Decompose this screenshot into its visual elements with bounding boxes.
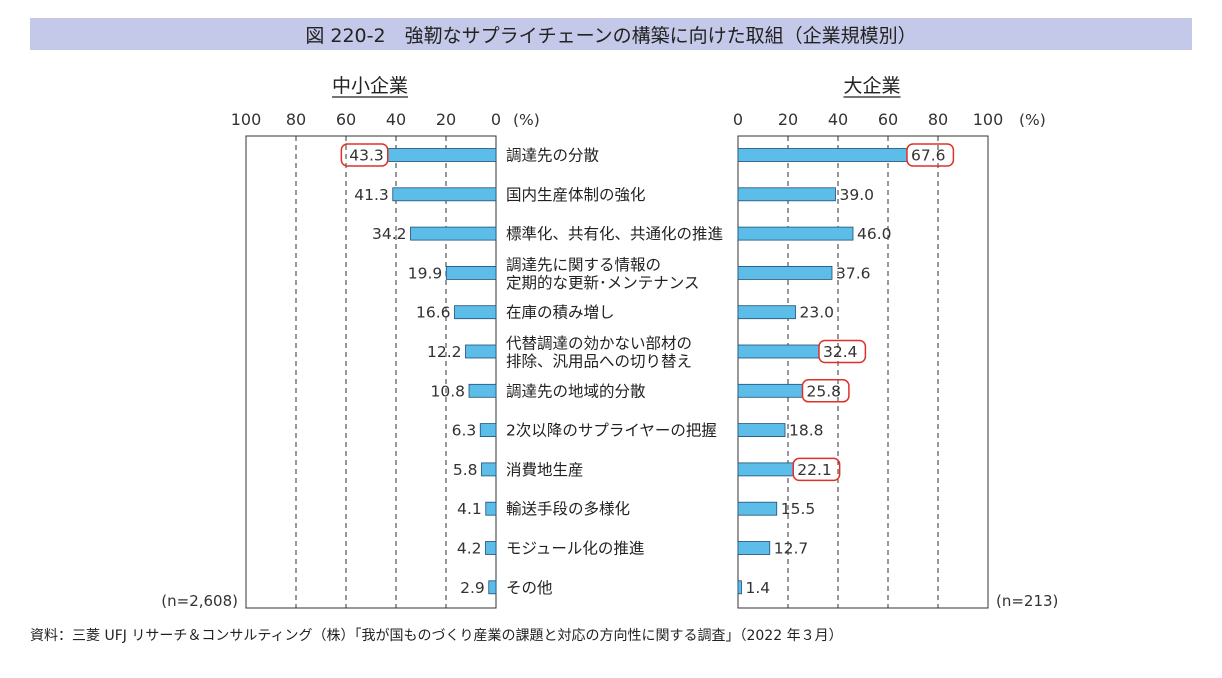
category-label: その他 bbox=[506, 579, 553, 597]
tick-label: 60 bbox=[336, 110, 356, 129]
category-label: 国内生産体制の強化 bbox=[506, 186, 646, 204]
tick-label: 60 bbox=[878, 110, 898, 129]
tick-label: 40 bbox=[386, 110, 406, 129]
bar bbox=[488, 580, 497, 595]
panel-title: 大企業 bbox=[843, 75, 900, 97]
bar bbox=[392, 187, 497, 202]
tick-label: 80 bbox=[286, 110, 306, 129]
value-label: 41.3 bbox=[354, 186, 389, 204]
bar bbox=[465, 344, 497, 359]
category-label: 調達先の地域的分散 bbox=[506, 382, 646, 400]
value-label: 32.4 bbox=[823, 343, 858, 361]
value-label: 67.6 bbox=[911, 147, 946, 165]
bar bbox=[737, 383, 803, 398]
value-label: 10.8 bbox=[430, 382, 465, 400]
value-label: 18.8 bbox=[789, 422, 824, 440]
value-label: 25.8 bbox=[807, 382, 842, 400]
value-label: 46.0 bbox=[857, 225, 892, 243]
bar bbox=[468, 383, 497, 398]
category-label: 排除、汎用品への切り替え bbox=[506, 353, 692, 371]
bar bbox=[737, 501, 778, 516]
category-label: 輸送手段の多様化 bbox=[506, 500, 630, 518]
tick-label: 100 bbox=[973, 110, 1004, 129]
value-label: 12.2 bbox=[427, 343, 462, 361]
category-label: 在庫の積み増し bbox=[506, 304, 615, 322]
value-label: 1.4 bbox=[746, 579, 771, 597]
value-label: 22.1 bbox=[797, 461, 832, 479]
value-label: 19.9 bbox=[408, 264, 443, 282]
category-label: 消費地生産 bbox=[506, 461, 584, 479]
bar bbox=[737, 462, 794, 477]
source-note: 資料：三菱 UFJ リサーチ＆コンサルティング（株）「我が国ものづくり産業の課題… bbox=[30, 628, 843, 644]
category-label: 調達先の分散 bbox=[506, 147, 599, 165]
value-label: 4.2 bbox=[457, 540, 482, 558]
highlight-ring bbox=[340, 143, 389, 167]
tick-label: 80 bbox=[928, 110, 948, 129]
category-label: 標準化、共有化、共通化の推進 bbox=[506, 225, 723, 243]
value-label: 23.0 bbox=[800, 304, 835, 322]
value-label: 39.0 bbox=[840, 186, 875, 204]
value-label: 34.2 bbox=[372, 225, 407, 243]
bar bbox=[410, 226, 497, 241]
tick-label: 0 bbox=[733, 110, 743, 129]
plot-frame-sme bbox=[245, 135, 497, 609]
bar bbox=[454, 305, 497, 320]
bar bbox=[445, 265, 497, 280]
value-label: 37.6 bbox=[836, 264, 871, 282]
unit-label: (%) bbox=[1019, 111, 1046, 129]
highlight-ring bbox=[792, 457, 841, 482]
value-label: 6.3 bbox=[452, 422, 477, 440]
tick-label: 40 bbox=[828, 110, 848, 129]
bar bbox=[485, 541, 497, 555]
category-label: 調達先に関する情報の bbox=[506, 256, 661, 274]
panel-title: 中小企業 bbox=[332, 75, 408, 97]
highlight-ring bbox=[818, 339, 867, 364]
tick-label: 0 bbox=[491, 110, 501, 129]
category-label: モジュール化の推進 bbox=[506, 540, 644, 558]
category-label: 定期的な更新･メンテナンス bbox=[506, 274, 699, 292]
bar bbox=[737, 580, 742, 595]
bar bbox=[485, 501, 497, 516]
bar bbox=[481, 462, 497, 477]
bar bbox=[737, 148, 908, 162]
bar bbox=[387, 148, 497, 162]
n-label: (n=2,608) bbox=[161, 592, 238, 610]
highlight-ring bbox=[801, 379, 850, 403]
highlight-ring bbox=[906, 143, 955, 167]
bar bbox=[479, 423, 497, 438]
figure-title: 図 220-2 強靭なサプライチェーンの構築に向けた取組（企業規模別） bbox=[30, 18, 1192, 50]
value-label: 16.6 bbox=[416, 304, 451, 322]
value-label: 4.1 bbox=[457, 500, 482, 518]
bar bbox=[737, 305, 796, 320]
value-label: 43.3 bbox=[349, 147, 384, 165]
tick-label: 100 bbox=[231, 110, 262, 129]
value-label: 5.8 bbox=[453, 461, 478, 479]
bar bbox=[737, 541, 771, 555]
bar bbox=[737, 423, 786, 438]
n-label: (n=213) bbox=[996, 592, 1058, 610]
value-label: 15.5 bbox=[781, 500, 816, 518]
bar bbox=[737, 226, 854, 241]
unit-label: (%) bbox=[513, 111, 540, 129]
tick-label: 20 bbox=[778, 110, 798, 129]
tick-label: 20 bbox=[436, 110, 456, 129]
value-label: 12.7 bbox=[774, 540, 809, 558]
bar bbox=[737, 187, 836, 202]
value-label: 2.9 bbox=[460, 579, 485, 597]
bar bbox=[737, 265, 833, 280]
plot-frame-large bbox=[737, 135, 989, 609]
bar bbox=[737, 344, 820, 359]
category-label: 2次以降のサプライヤーの把握 bbox=[506, 422, 717, 440]
category-label: 代替調達の効かない部材の bbox=[506, 335, 692, 353]
